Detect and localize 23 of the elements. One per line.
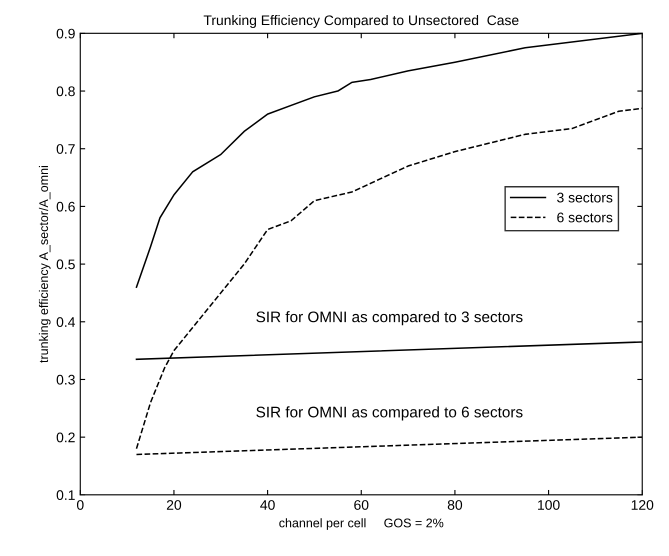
x-tick-label: 40 bbox=[260, 500, 275, 510]
y-tick-label: 0.2 bbox=[56, 432, 75, 442]
y-tick-label: 0.1 bbox=[56, 490, 75, 500]
x-tick-label: 60 bbox=[354, 500, 368, 510]
x-tick-label: 120 bbox=[632, 500, 654, 510]
y-tick-label: 0.7 bbox=[56, 144, 75, 154]
chart-title: Trunking Efficiency Compared to Unsectored Case bbox=[204, 14, 519, 28]
y-tick-label: 0.8 bbox=[56, 86, 75, 96]
y-tick-label: 0.9 bbox=[56, 28, 75, 39]
annotation: SIR for OMNI as compared to 6 sectors bbox=[256, 406, 523, 420]
legend-label: 3 sectors bbox=[557, 192, 612, 203]
y-tick-label: 0.5 bbox=[56, 259, 75, 270]
y-tick-label: 0.6 bbox=[56, 202, 75, 212]
x-tick-label: 100 bbox=[538, 500, 560, 510]
legend-label: 6 sectors bbox=[557, 212, 612, 222]
x-tick-label: 80 bbox=[448, 500, 462, 510]
x-axis-title: channel per cell GOS = 2% bbox=[279, 518, 444, 530]
y-axis-title: trunking efficiency A_sector/A_omni bbox=[38, 166, 51, 363]
x-tick-label: 20 bbox=[166, 500, 182, 510]
x-tick-label: 0 bbox=[76, 500, 84, 510]
annotation: SIR for OMNI as compared to 3 sectors bbox=[256, 311, 523, 326]
y-tick-label: 0.3 bbox=[56, 374, 75, 385]
y-tick-label: 0.4 bbox=[56, 317, 76, 327]
